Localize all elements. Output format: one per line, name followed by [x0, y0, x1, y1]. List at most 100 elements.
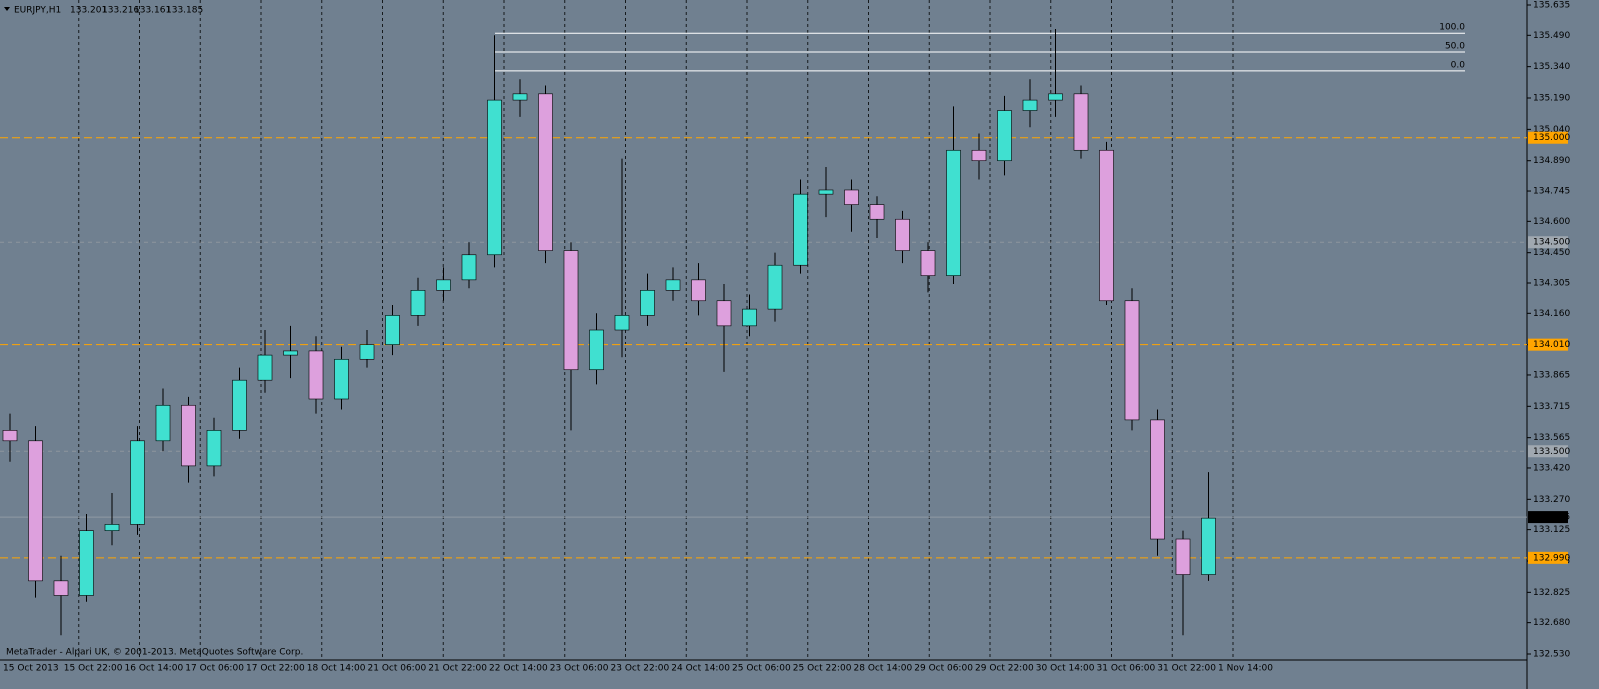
x-tick-label: 25 Oct 06:00: [732, 664, 791, 674]
x-tick-label: 18 Oct 14:00: [307, 664, 366, 674]
candle-body: [793, 193, 808, 266]
x-tick-label: 21 Oct 06:00: [368, 664, 427, 674]
level-label: 132.990: [1533, 553, 1570, 563]
candle-body: [2, 430, 18, 442]
candle-body: [461, 254, 477, 281]
candle-body: [410, 290, 426, 316]
candle-body: [308, 350, 324, 400]
candle-body: [130, 440, 145, 525]
x-tick-label: 29 Oct 06:00: [914, 664, 973, 674]
x-tick-label: 22 Oct 14:00: [489, 664, 548, 674]
x-tick-label: 17 Oct 06:00: [185, 664, 244, 674]
mark-label-box: [1528, 236, 1568, 249]
y-tick-label: 134.600: [1533, 217, 1570, 227]
candle-body: [1124, 300, 1140, 421]
candle-body: [232, 379, 247, 431]
level-label-box: [1528, 131, 1568, 144]
candle-body: [28, 440, 43, 582]
candle-body: [920, 250, 936, 276]
candle-body: [742, 308, 757, 327]
current-price-box: [1528, 511, 1568, 524]
y-tick-label: 135.190: [1533, 94, 1570, 104]
x-tick-label: 15 Oct 2013: [3, 664, 59, 674]
candle-body: [181, 404, 196, 467]
candle-body: [283, 350, 298, 356]
candle-body: [487, 99, 502, 256]
candle-body: [691, 279, 706, 302]
y-tick-label: 134.745: [1533, 187, 1570, 197]
header-low: 133.161: [134, 6, 171, 16]
candle-body: [1150, 419, 1165, 540]
y-tick-label: 133.125: [1533, 525, 1570, 535]
candle-body: [971, 149, 987, 162]
header-high: 133.216: [102, 6, 139, 16]
y-tick-label: 135.340: [1533, 62, 1570, 72]
level-label-box: [1528, 551, 1568, 564]
x-tick-label: 1 Nov 14:00: [1218, 664, 1273, 674]
current-price-label: 133.185: [1533, 513, 1570, 523]
candle-body: [1099, 149, 1114, 302]
candle-body: [1175, 538, 1191, 575]
x-tick-label: 31 Oct 06:00: [1097, 664, 1156, 674]
mark-label: 133.500: [1533, 447, 1570, 457]
y-tick-label: 133.420: [1533, 463, 1570, 473]
candle-body: [155, 404, 171, 442]
level-label: 135.000: [1533, 133, 1570, 143]
x-tick-label: 16 Oct 14:00: [125, 664, 184, 674]
header-close: 133.185: [166, 6, 203, 16]
y-tick-label: 133.715: [1533, 402, 1570, 412]
candle-body: [206, 430, 222, 467]
header-open: 133.201: [70, 6, 107, 16]
copyright: MetaTrader - Alpari UK, © 2001-2013. Met…: [6, 648, 303, 658]
fibo-label: 100.0: [1439, 23, 1465, 33]
x-tick-label: 21 Oct 22:00: [428, 664, 487, 674]
y-tick-label: 133.865: [1533, 370, 1570, 380]
candle-body: [844, 189, 859, 205]
y-tick-label: 134.450: [1533, 248, 1570, 258]
y-tick-label: 135.490: [1533, 31, 1570, 41]
y-tick-label: 132.825: [1533, 588, 1570, 598]
candle-body: [1073, 93, 1089, 151]
y-tick-label: 135.635: [1533, 1, 1570, 11]
y-tick-label: 134.890: [1533, 156, 1570, 166]
level-label: 134.010: [1533, 340, 1570, 350]
candle-body: [53, 580, 69, 596]
fibo-label: 0.0: [1451, 60, 1466, 70]
y-tick-label: 133.270: [1533, 495, 1570, 505]
x-tick-label: 15 Oct 22:00: [64, 664, 123, 674]
x-tick-label: 25 Oct 22:00: [793, 664, 852, 674]
symbol: EURJPY,H1: [14, 6, 61, 16]
x-tick-label: 24 Oct 14:00: [671, 664, 730, 674]
candle-body: [997, 110, 1012, 162]
candle-body: [334, 358, 349, 400]
candle-body: [257, 354, 273, 381]
x-tick-label: 29 Oct 22:00: [975, 664, 1034, 674]
y-tick-label: 132.680: [1533, 618, 1570, 628]
x-tick-label: 28 Oct 14:00: [854, 664, 913, 674]
candle-body: [640, 290, 655, 316]
candle-body: [1201, 517, 1216, 575]
y-tick-label: 135.040: [1533, 125, 1570, 135]
candle-body: [767, 264, 783, 310]
candle-body: [818, 189, 834, 195]
x-tick-label: 17 Oct 22:00: [246, 664, 305, 674]
candle-body: [104, 524, 120, 531]
candle-body: [869, 204, 885, 220]
candle-body: [946, 149, 961, 276]
candle-body: [79, 530, 94, 596]
candle-body: [1048, 93, 1063, 101]
y-tick-label: 134.305: [1533, 278, 1570, 288]
y-tick-label: 133.565: [1533, 433, 1570, 443]
candle-body: [512, 93, 528, 101]
candle-body: [563, 250, 579, 371]
x-tick-label: 23 Oct 06:00: [550, 664, 609, 674]
candle-body: [716, 300, 732, 327]
x-tick-label: 30 Oct 14:00: [1036, 664, 1095, 674]
y-tick-label: 132.530: [1533, 650, 1570, 660]
mark-label: 134.500: [1533, 238, 1570, 248]
candle-body: [589, 329, 604, 371]
x-tick-label: 31 Oct 22:00: [1157, 664, 1216, 674]
mark-label-box: [1528, 445, 1568, 458]
candle-body: [665, 279, 681, 291]
